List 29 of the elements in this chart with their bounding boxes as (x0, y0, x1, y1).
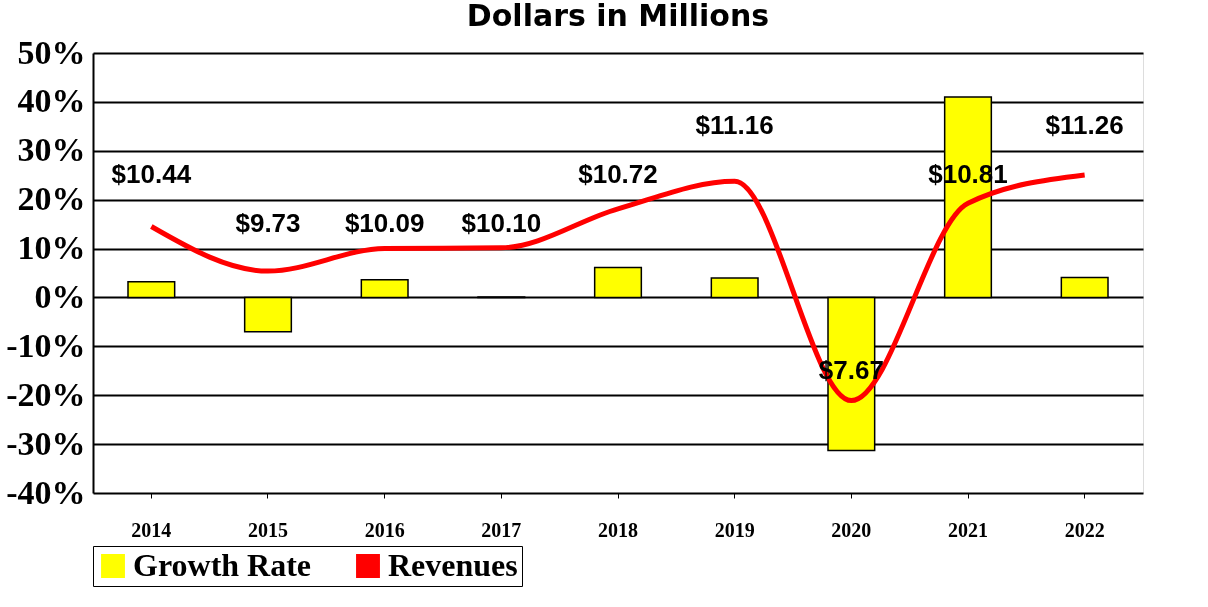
x-tick-label: 2017 (481, 518, 522, 541)
x-tick-label: 2016 (364, 518, 405, 541)
x-tick-label: 2014 (131, 518, 172, 541)
x-tick-label: 2019 (714, 518, 755, 541)
x-tick-label: 2021 (948, 518, 988, 541)
legend-label: Revenues (388, 547, 518, 583)
y-tick-label: 30% (17, 131, 86, 169)
data-label: $10.44 (111, 159, 192, 190)
legend-label: Growth Rate (133, 547, 312, 583)
data-label: $10.10 (461, 208, 542, 239)
y-tick-label: 20% (17, 180, 86, 218)
y-tick-label: -30% (6, 424, 86, 462)
y-tick-label: -40% (6, 473, 86, 511)
y-tick-label: 50% (17, 33, 86, 71)
data-label: $10.09 (344, 208, 425, 239)
data-label: $11.26 (1045, 110, 1124, 141)
y-tick-label: 0% (34, 277, 86, 315)
y-tick-label: -20% (6, 375, 86, 413)
data-label: $11.16 (695, 110, 774, 141)
x-tick-label: 2022 (1064, 518, 1105, 541)
y-tick-label: 40% (17, 82, 86, 120)
x-tick-label: 2020 (831, 518, 872, 541)
y-tick-label: -10% (6, 326, 86, 364)
data-label: $10.72 (578, 159, 658, 190)
x-tick-label: 2018 (598, 518, 638, 541)
data-label: $9.73 (235, 208, 301, 239)
y-tick-label: 10% (17, 229, 86, 267)
x-tick-label: 2015 (248, 518, 288, 541)
chart-title: Dollars in Millions (466, 0, 770, 33)
